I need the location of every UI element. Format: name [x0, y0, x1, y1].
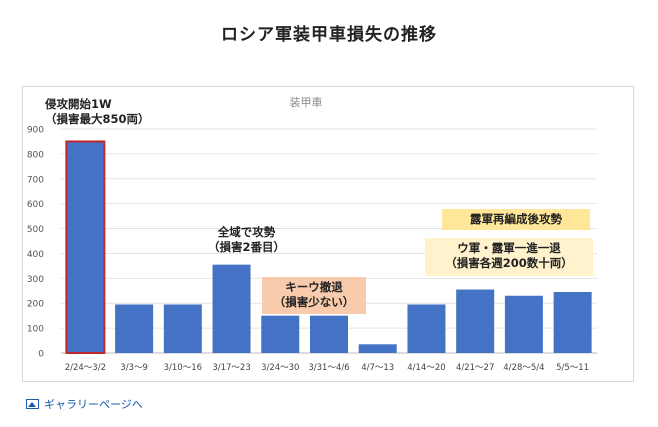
x-tick-label: 4/28〜5/4	[503, 363, 544, 373]
annotation-kyiv-retreat: キーウ撤退 （損害少ない）	[262, 277, 366, 314]
gallery-link-label: ギャラリーページへ	[44, 398, 143, 411]
annotation-line: 侵攻開始1W	[45, 97, 112, 111]
bar	[407, 304, 446, 353]
bars	[65, 140, 592, 354]
annotation-back-and-forth: ウ軍・露軍一進一退 （損害各週200数十両）	[425, 238, 593, 276]
y-tick-label: 900	[27, 126, 44, 136]
annotation-first-week: 侵攻開始1W （損害最大850両）	[45, 97, 150, 127]
bar	[163, 304, 202, 353]
y-tick-label: 800	[27, 150, 44, 160]
x-tick-label: 4/7〜13	[361, 363, 394, 373]
x-tick-label: 2/24〜3/2	[65, 363, 106, 373]
annotation-line: 全域で攻勢	[217, 225, 276, 239]
bar	[310, 315, 348, 353]
y-tick-label: 700	[27, 175, 44, 185]
x-tick-label: 3/3〜9	[120, 363, 148, 373]
annotation-line: キーウ撤退	[285, 280, 343, 294]
y-tick-label: 400	[27, 250, 44, 260]
page-title: ロシア軍装甲車損失の推移	[221, 25, 437, 45]
y-tick-label: 600	[27, 200, 44, 210]
chart-frame: 0 100 200 300 400 500 600 700 800 900 2/24〜3/2 3/3…	[22, 86, 634, 382]
x-tick-label: 3/31〜4/6	[308, 363, 349, 373]
annotation-line: （損害2番目）	[208, 240, 286, 254]
bar	[65, 140, 106, 354]
y-tick-label: 100	[27, 325, 44, 335]
x-axis-ticks: 2/24〜3/2 3/3〜9 3/10〜16 3/17〜23 3/24〜30 3/31〜4…	[65, 363, 589, 373]
y-tick-label: 300	[27, 275, 44, 285]
gallery-link[interactable]: ギャラリーページへ	[26, 396, 143, 412]
annotation-line: （損害各週200数十両）	[445, 256, 573, 270]
annotation-reorganize: 露軍再編成後攻勢	[442, 209, 590, 230]
x-tick-label: 3/10〜16	[164, 363, 202, 373]
bar	[261, 315, 300, 353]
x-tick-label: 4/21〜27	[456, 363, 494, 373]
annotation-line: （損害少ない）	[273, 295, 355, 309]
bar-chart: 0 100 200 300 400 500 600 700 800 900 2/24〜3/2 3/3…	[27, 95, 597, 373]
annotation-full-offensive: 全域で攻勢 （損害2番目）	[208, 225, 285, 255]
bar	[553, 292, 592, 353]
x-tick-label: 4/14〜20	[407, 363, 445, 373]
x-tick-label: 3/24〜30	[261, 363, 299, 373]
y-tick-label: 500	[27, 225, 44, 235]
bar	[456, 289, 495, 353]
y-tick-label: 0	[38, 350, 44, 360]
y-axis-ticks: 0 100 200 300 400 500 600 700 800 900	[27, 126, 44, 360]
chart-title: 装甲車	[290, 95, 323, 109]
bar	[212, 264, 251, 353]
bar	[358, 344, 397, 353]
x-tick-label: 5/5〜11	[556, 363, 589, 373]
bar	[504, 295, 543, 353]
annotation-line: ウ軍・露軍一進一退	[457, 241, 561, 255]
x-tick-label: 3/17〜23	[212, 363, 250, 373]
y-tick-label: 200	[27, 300, 44, 310]
annotation-line: （損害最大850両）	[45, 112, 150, 126]
image-icon	[26, 399, 39, 409]
bar	[115, 304, 154, 353]
annotation-line: 露軍再編成後攻勢	[470, 212, 562, 226]
